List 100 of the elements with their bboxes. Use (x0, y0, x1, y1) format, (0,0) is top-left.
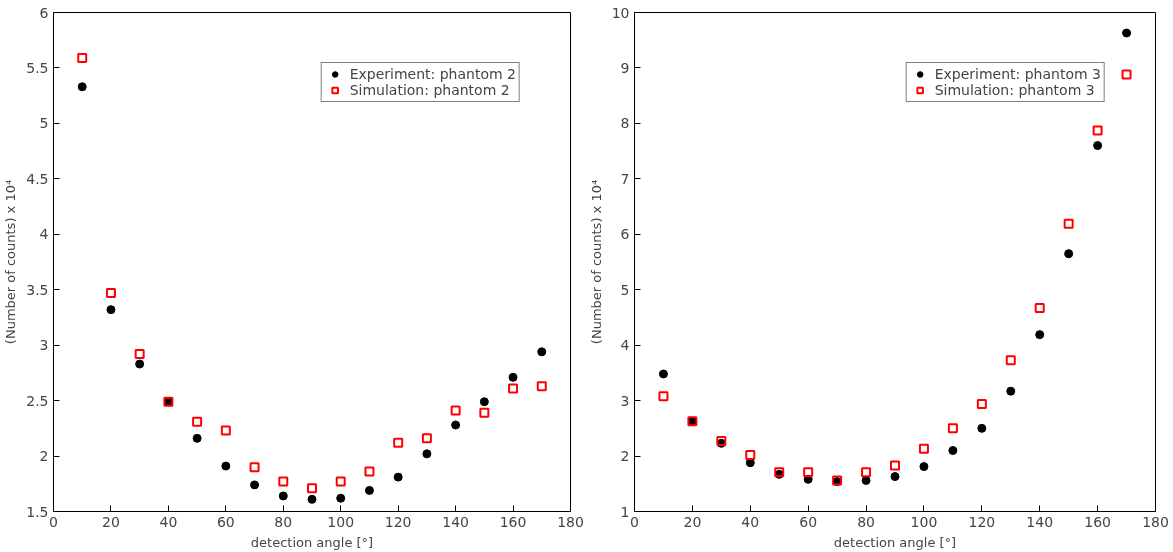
x-tick-label: 140 (1026, 513, 1054, 530)
point (307, 483, 317, 494)
point (192, 416, 203, 427)
legend-label: Experiment: phantom 3 (934, 66, 1101, 82)
point (508, 372, 518, 382)
point (307, 494, 317, 504)
point (451, 420, 461, 430)
point (393, 437, 404, 448)
point (134, 349, 145, 360)
point (536, 381, 547, 392)
point (335, 476, 346, 487)
x-tick-label: 180 (1142, 513, 1169, 530)
point (890, 460, 900, 471)
x-tick-label: 60 (799, 513, 818, 530)
point (1005, 355, 1016, 366)
y-tick-label: 5.5 (26, 59, 49, 76)
x-tick-label: 60 (216, 513, 235, 530)
point (135, 359, 145, 369)
point (221, 461, 231, 471)
y-tick-label: 3.5 (26, 281, 49, 298)
x-tick-label: 100 (327, 513, 355, 530)
point (537, 347, 547, 357)
point (745, 449, 756, 460)
point (192, 433, 202, 443)
x-tick-label: 140 (442, 513, 469, 530)
point (250, 480, 260, 490)
x-tick-label: 120 (968, 513, 996, 530)
point (364, 466, 375, 477)
y-tick-label: 4.5 (26, 170, 49, 187)
point (890, 472, 900, 482)
y-tick-label: 10 (611, 4, 630, 21)
point (1122, 28, 1132, 38)
y-tick-label: 6 (39, 4, 49, 21)
point (278, 476, 289, 487)
point (1064, 249, 1074, 259)
x-tick-label: 20 (683, 513, 702, 530)
point (77, 52, 88, 63)
x-tick-label: 180 (557, 513, 584, 530)
point (918, 443, 929, 454)
x-tick-label: 160 (1084, 513, 1111, 530)
y-axis-title: (Number of counts) x 10⁴ (588, 179, 604, 345)
point (450, 405, 461, 416)
point (658, 391, 669, 402)
point (77, 82, 87, 92)
point (1034, 303, 1045, 314)
x-tick-label: 120 (384, 513, 412, 530)
point (658, 369, 668, 379)
legend-label: Experiment: phantom 2 (349, 66, 516, 82)
legend-label: Simulation: phantom 2 (349, 82, 510, 98)
point (1035, 330, 1045, 340)
point (803, 467, 814, 478)
y-tick-label: 2 (39, 448, 49, 465)
x-tick-label: 20 (102, 513, 120, 530)
y-axis-title: (Number of counts) x 10⁴ (3, 179, 19, 345)
point (421, 433, 432, 444)
point (336, 493, 346, 503)
point (479, 407, 490, 418)
y-tick-label: 1.5 (26, 503, 49, 520)
y-tick-label: 5 (620, 281, 630, 298)
point (479, 397, 489, 407)
point (977, 423, 987, 433)
y-tick-label: 1 (620, 503, 630, 520)
point (1092, 125, 1103, 136)
point (919, 462, 929, 472)
point (422, 449, 432, 459)
point (249, 462, 260, 473)
legend-label: Simulation: phantom 3 (934, 82, 1095, 98)
y-tick-label: 4 (39, 226, 49, 243)
y-tick-label: 7 (620, 170, 630, 187)
y-tick-label: 6 (620, 226, 630, 243)
y-tick-label: 5 (39, 115, 49, 132)
point (278, 491, 288, 501)
point (1121, 69, 1132, 80)
y-tick-label: 4 (620, 337, 630, 354)
point (947, 423, 958, 434)
x-tick-label: 160 (499, 513, 527, 530)
point (220, 425, 231, 436)
y-tick-label: 3 (620, 392, 630, 409)
y-tick-label: 8 (620, 115, 630, 132)
point (861, 467, 872, 478)
point (105, 288, 116, 299)
x-tick-label: 40 (741, 513, 760, 530)
x-tick-label: 100 (910, 513, 938, 530)
point (508, 383, 519, 394)
x-tick-label: 0 (630, 513, 639, 530)
x-axis-title: detection angle [°] (833, 534, 957, 550)
x-tick-label: 0 (49, 513, 58, 530)
point (1006, 386, 1016, 396)
point (976, 398, 987, 409)
x-tick-label: 80 (274, 513, 293, 530)
point (1063, 218, 1074, 229)
y-tick-label: 2.5 (26, 392, 49, 409)
point (948, 446, 958, 455)
point (393, 472, 403, 482)
y-tick-label: 9 (620, 59, 630, 76)
y-tick-label: 2 (620, 448, 630, 465)
x-tick-label: 40 (159, 513, 178, 530)
y-tick-label: 3 (39, 337, 49, 354)
x-tick-label: 80 (857, 513, 875, 530)
point (364, 485, 374, 495)
